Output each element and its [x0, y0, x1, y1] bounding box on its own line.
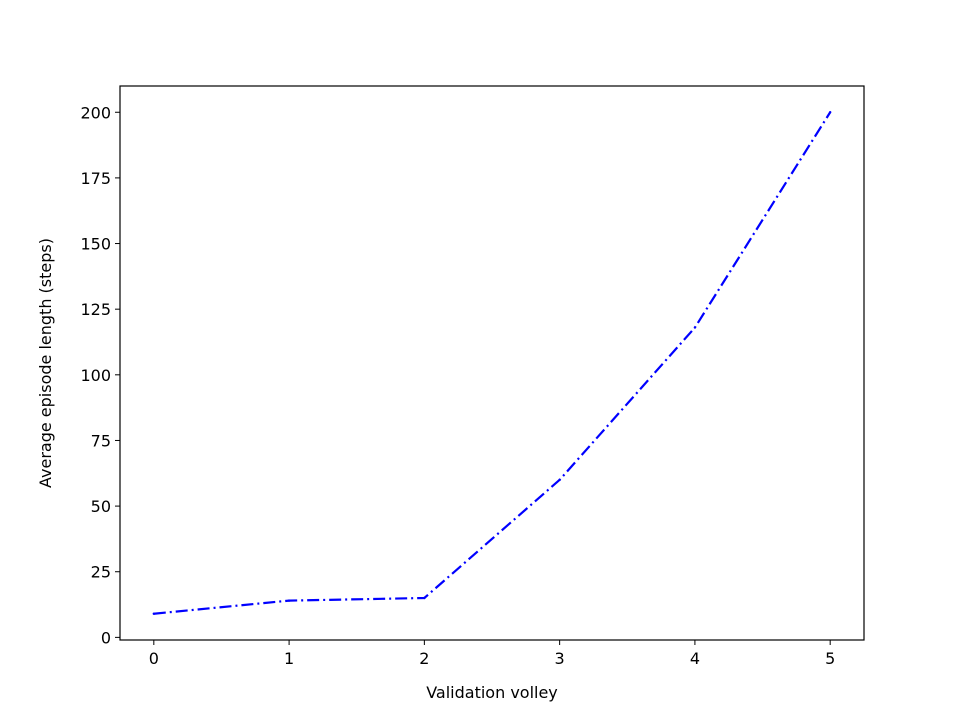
y-tick-label: 50 — [91, 497, 111, 516]
y-tick-label: 200 — [80, 103, 111, 122]
y-tick-label: 75 — [91, 431, 111, 450]
series-point — [693, 326, 697, 329]
series-point — [828, 111, 832, 114]
y-tick-label: 150 — [80, 235, 111, 254]
axes-frame — [119, 85, 865, 641]
x-axis-label: Validation volley — [426, 683, 558, 702]
x-tick-label: 5 — [825, 649, 835, 668]
plot-area — [152, 111, 832, 615]
series-point — [558, 478, 561, 482]
y-tick-label: 125 — [80, 300, 111, 319]
series-line — [153, 111, 832, 615]
x-tick-label: 4 — [690, 649, 700, 668]
y-tick-label: 0 — [101, 628, 111, 647]
series-point — [152, 612, 156, 615]
y-axis: 0 25 50 75 100 125 150 175 200 — [80, 103, 120, 647]
y-tick-label: 175 — [80, 169, 111, 188]
series-point — [423, 596, 426, 600]
y-tick-label: 100 — [80, 366, 111, 385]
x-tick-label: 2 — [419, 649, 429, 668]
x-axis: 0 1 2 3 4 5 — [149, 640, 835, 668]
x-tick-label: 0 — [149, 649, 159, 668]
y-tick-label: 25 — [91, 563, 111, 582]
series-point — [287, 599, 291, 602]
y-axis-label: Average episode length (steps) — [36, 238, 55, 488]
x-tick-label: 1 — [284, 649, 294, 668]
x-tick-label: 3 — [555, 649, 565, 668]
